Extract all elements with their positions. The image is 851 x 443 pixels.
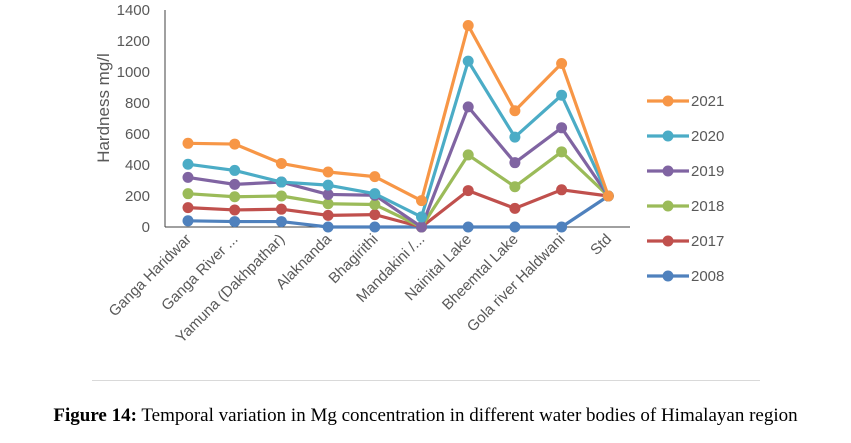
x-tick-label: Ganga Haridwar [106,231,195,320]
data-point [369,221,381,233]
data-point [182,171,194,183]
data-point [322,209,334,221]
data-point [275,190,287,202]
y-tick-label: 600 [125,126,150,143]
chart-bottom-rule [92,380,760,381]
data-point [275,176,287,188]
y-tick-label: 200 [125,188,150,205]
y-tick-label: 400 [125,157,150,174]
data-point [322,198,334,210]
data-point [556,184,568,196]
legend-swatch-marker [662,95,674,107]
data-point [229,204,241,216]
legend-label: 2021 [691,93,724,110]
series-line-2017 [187,188,609,229]
legend-swatch-marker [662,200,674,212]
legend-label: 2008 [691,268,724,285]
data-point [602,190,614,202]
data-point [462,221,474,233]
data-point [556,221,568,233]
data-point [369,188,381,200]
data-point [416,221,427,233]
data-point [509,221,521,233]
data-point [556,146,568,158]
data-point [275,203,287,215]
data-point [182,215,194,227]
series-line-2020 [187,59,610,219]
data-point [462,149,474,161]
y-tick-label: 1000 [117,64,150,81]
series-2017 [182,184,614,233]
legend-label: 2018 [691,198,724,215]
data-point [462,20,474,31]
series-2019 [182,101,614,233]
data-point [509,131,521,143]
data-point [322,221,334,233]
legend-item-2021: 2021 [647,93,724,110]
data-point [229,164,241,176]
data-point [322,166,334,178]
data-point [322,188,334,200]
legend-swatch-marker [662,130,674,142]
data-point [556,89,568,101]
data-point [182,137,194,149]
y-tick-label: 0 [142,219,150,236]
series-2021 [182,20,614,207]
data-point [182,188,194,200]
y-axis-title: Hardness mg/l [94,53,113,163]
legend-item-2018: 2018 [647,198,724,215]
data-point [275,157,287,169]
y-tick-label: 1200 [117,33,150,50]
series-line-2008 [187,194,610,229]
data-point [369,199,381,211]
figure-label: Figure 14: [53,405,137,426]
data-point [369,171,381,183]
legend-item-2020: 2020 [647,128,724,145]
data-point [416,195,427,207]
series-line-2018 [187,150,610,229]
y-tick-label: 800 [125,95,150,112]
x-tick-label: Std [587,231,615,259]
series-line-2019 [187,105,610,229]
legend-item-2017: 2017 [647,233,724,250]
data-point [182,202,194,214]
data-point [229,191,241,203]
legend-swatch-marker [662,270,674,282]
data-point [462,185,474,197]
data-point [182,158,194,170]
data-point [556,57,568,69]
data-point [416,211,427,223]
legend-item-2008: 2008 [647,268,724,285]
data-point [229,178,241,190]
data-point [462,55,474,67]
y-tick-label: 1400 [117,2,150,19]
data-point [322,179,334,191]
series-2020 [182,55,614,223]
data-point [509,181,521,193]
line-chart: 0 200 400 600 800 1000 1200 1400 Hardness mg/l Ga… [94,2,724,346]
data-point [509,202,521,214]
legend-label: 2017 [691,233,724,250]
series-2008 [182,190,614,233]
data-point [556,122,568,134]
legend-item-2019: 2019 [647,163,724,180]
data-point [509,157,521,169]
data-point [229,216,241,228]
data-point [462,101,474,113]
data-point [229,138,241,150]
series-line-2021 [187,23,610,203]
figure-caption: Figure 14: Temporal variation in Mg conc… [0,405,851,427]
figure-caption-text: Temporal variation in Mg concentration i… [136,405,798,426]
legend-swatch-marker [662,165,674,177]
legend-label: 2020 [691,128,724,145]
legend-swatch-marker [662,235,674,247]
legend-label: 2019 [691,163,724,180]
data-point [275,216,287,228]
data-point [509,105,521,117]
data-point [369,209,381,221]
